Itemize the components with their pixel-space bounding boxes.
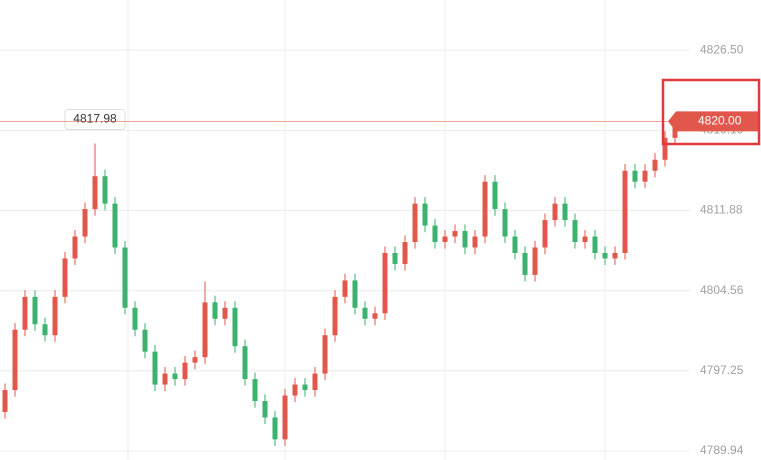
candle-body: [132, 307, 138, 330]
candle-body: [162, 373, 168, 385]
candle-body: [452, 231, 458, 237]
candle-body: [442, 236, 448, 243]
candle-body: [592, 236, 598, 253]
y-tick-label: 4789.94: [700, 443, 744, 457]
candle-body: [242, 346, 248, 380]
candle-body: [622, 170, 628, 253]
candle-body: [102, 176, 108, 204]
candle-body: [582, 236, 588, 243]
candle-body: [142, 329, 148, 352]
candle-body: [72, 236, 78, 259]
candle-body: [22, 296, 28, 330]
candle-body: [652, 159, 658, 171]
candle-body: [12, 329, 18, 391]
candle-body: [662, 137, 668, 160]
candle-body: [362, 307, 368, 319]
candle-body: [252, 379, 258, 402]
candle-body: [352, 280, 358, 308]
candle-body: [182, 362, 188, 380]
candle-body: [302, 384, 308, 391]
candle-body: [642, 170, 648, 182]
candle-body: [282, 395, 288, 440]
candle-body: [552, 203, 558, 221]
candle-body: [602, 252, 608, 259]
y-tick-label: 4811.88: [700, 203, 743, 217]
candle-body: [222, 307, 228, 319]
max-label: 4817.98: [73, 112, 117, 126]
candle-body: [562, 203, 568, 221]
candle-body: [172, 373, 178, 380]
candle-body: [82, 209, 88, 237]
y-tick-label: 4797.25: [700, 363, 744, 377]
candle-body: [432, 225, 438, 243]
candle-body: [212, 302, 218, 319]
candle-body: [342, 280, 348, 297]
current-price-tag: [668, 111, 758, 132]
candle-body: [192, 357, 198, 363]
candle-body: [612, 252, 618, 259]
max-label-box: [64, 109, 126, 131]
candle-body: [492, 181, 498, 210]
candle-body: [632, 170, 638, 182]
candle-body: [532, 247, 538, 275]
candle-body: [412, 203, 418, 243]
candle-body: [152, 351, 158, 385]
candle-body: [512, 236, 518, 253]
candle-body: [62, 258, 68, 297]
candle-body: [272, 417, 278, 440]
candle-body: [502, 209, 508, 237]
y-tick-label: 4804.56: [700, 283, 744, 297]
candle-body: [482, 181, 488, 237]
candle-body: [322, 335, 328, 374]
candle-body: [422, 203, 428, 226]
candle-body: [372, 313, 378, 319]
candle-body: [382, 252, 388, 314]
candle-body: [392, 252, 398, 264]
current-price-label: 4820.00: [698, 114, 742, 128]
candle-body: [522, 252, 528, 275]
candle-body: [402, 242, 408, 264]
candle-body: [232, 307, 238, 347]
candle-body: [2, 390, 8, 412]
candle-body: [262, 401, 268, 418]
candle-body: [472, 236, 478, 248]
candle-body: [312, 373, 318, 391]
highlight-box: [661, 78, 761, 146]
candle-body: [542, 220, 548, 248]
candle-body: [332, 296, 338, 336]
y-tick-label: 4826.50: [700, 42, 744, 56]
candle-body: [572, 220, 578, 243]
candle-body: [92, 176, 98, 210]
candle-body: [122, 247, 128, 308]
candle-body: [42, 324, 48, 336]
candle-body: [462, 231, 468, 248]
candle-body: [112, 203, 118, 248]
candle-body: [52, 296, 58, 336]
candle-body: [292, 384, 298, 396]
candle-body: [202, 302, 208, 358]
candle-body: [32, 296, 38, 325]
